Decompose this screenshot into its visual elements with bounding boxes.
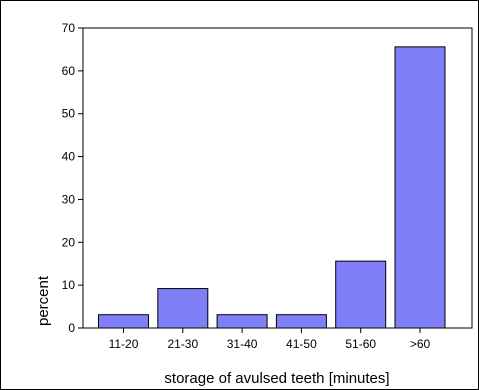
x-tick-label: 21-30 — [167, 337, 198, 351]
x-tick-label: 11-20 — [109, 337, 139, 351]
y-tick-label: 70 — [62, 21, 76, 35]
x-tick-label: 51-60 — [345, 337, 376, 351]
y-tick-label: 40 — [62, 150, 76, 164]
x-axis-title: storage of avulsed teeth [minutes] — [164, 370, 389, 387]
y-tick-label: 30 — [62, 192, 76, 206]
y-tick-label: 10 — [62, 278, 76, 292]
bar-51-60 — [335, 260, 387, 329]
y-tick-label: 60 — [62, 64, 76, 78]
bar->60 — [394, 46, 446, 329]
y-tick-label: 50 — [62, 107, 76, 121]
y-tick-label: 20 — [62, 235, 76, 249]
bar-31-40 — [216, 314, 268, 329]
x-tick-label: >60 — [410, 337, 431, 351]
x-tick-label: 31-40 — [227, 337, 258, 351]
bar-41-50 — [275, 314, 327, 329]
x-tick-label: 41-50 — [286, 337, 317, 351]
y-tick-label: 0 — [68, 321, 75, 335]
bar-21-30 — [157, 288, 209, 329]
bar-11-20 — [98, 314, 149, 329]
y-axis-title: percent — [35, 275, 52, 326]
